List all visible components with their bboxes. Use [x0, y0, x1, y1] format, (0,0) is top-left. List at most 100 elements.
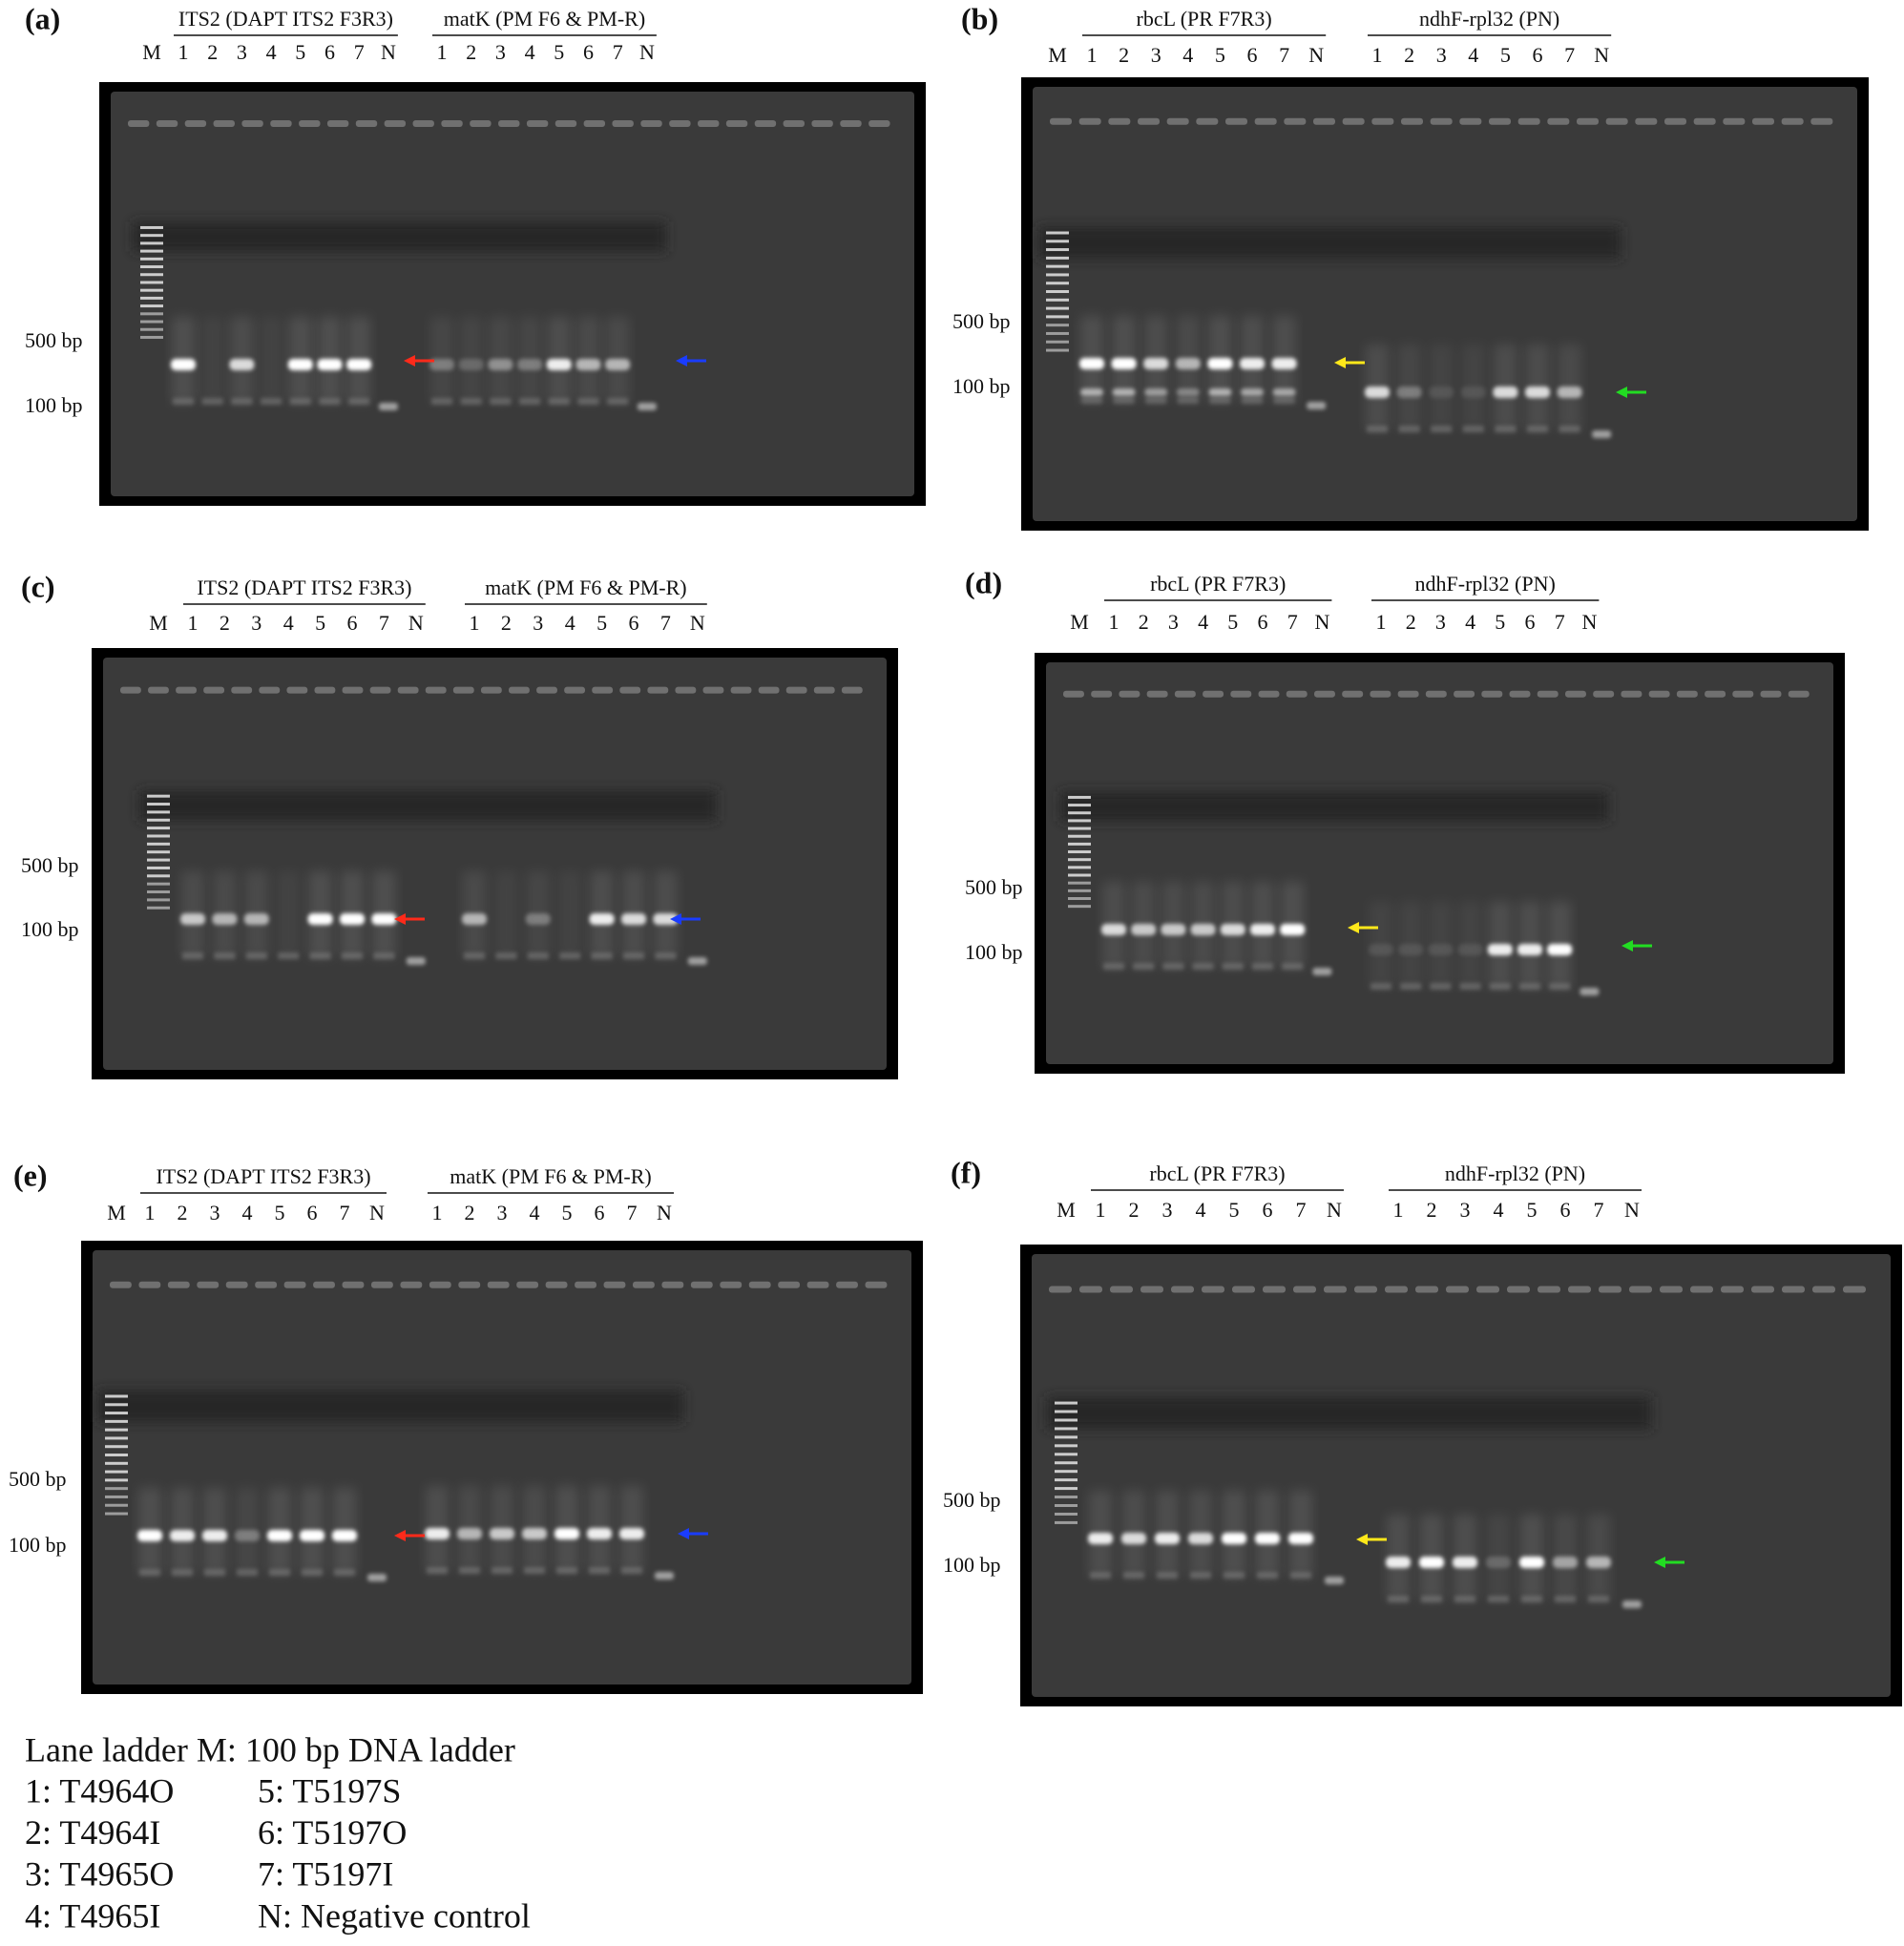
- lane-label: 6: [629, 611, 639, 635]
- arrow-head: [1654, 1557, 1665, 1568]
- primer-band: [1190, 1572, 1211, 1579]
- primer-band: [559, 952, 581, 959]
- primer-band: [527, 952, 549, 959]
- lane-label: N: [369, 1201, 385, 1224]
- ladder-band: [105, 1445, 128, 1449]
- size-marker: 100 bp: [952, 374, 1011, 398]
- lane-label: 5: [295, 40, 305, 64]
- well: [1354, 1286, 1377, 1293]
- well: [1568, 1286, 1591, 1293]
- well: [1752, 117, 1774, 125]
- ladder-band: [1055, 1478, 1078, 1482]
- lane-label: N: [1581, 610, 1597, 634]
- band: [1111, 358, 1137, 369]
- lane-label: 7: [627, 1201, 638, 1224]
- well: [371, 1281, 393, 1288]
- band: [1271, 358, 1297, 369]
- lane-label: 1: [178, 40, 189, 64]
- primer-band: [309, 952, 331, 959]
- well: [255, 1281, 278, 1288]
- legend-item: 6: T5197O: [258, 1813, 407, 1852]
- well: [813, 686, 835, 694]
- gel-body: [1033, 87, 1857, 521]
- lane-label: 3: [495, 40, 506, 64]
- well: [841, 686, 863, 694]
- lane-label: 2: [1427, 1198, 1437, 1222]
- lane-label: 7: [354, 40, 365, 64]
- band: [1222, 1533, 1246, 1544]
- well: [231, 686, 253, 694]
- ladder-band: [1046, 306, 1069, 310]
- well: [783, 119, 805, 127]
- primer-band: [269, 1569, 290, 1576]
- arrow-head: [394, 913, 406, 925]
- band: [619, 1528, 644, 1539]
- ladder-label: M: [1070, 610, 1089, 634]
- band: [653, 913, 679, 925]
- ladder-band: [140, 288, 163, 292]
- band: [1396, 387, 1422, 398]
- lane-label: 4: [1465, 610, 1475, 634]
- group-title: rbcL (PR F7R3): [1150, 572, 1286, 596]
- ladder-band: [1068, 811, 1091, 815]
- primer-band: [1222, 963, 1244, 970]
- ladder-band: [105, 1503, 128, 1507]
- well: [326, 119, 349, 127]
- ladder-band: [105, 1412, 128, 1415]
- lane-label: N: [1314, 610, 1329, 634]
- well: [754, 119, 777, 127]
- primer-band: [621, 1567, 642, 1574]
- primer-band: [1462, 426, 1484, 432]
- lane-label: 2: [220, 611, 230, 635]
- lane-label: 7: [1555, 610, 1565, 634]
- band: [1255, 1533, 1280, 1544]
- ladder-band: [1068, 889, 1091, 892]
- band: [488, 359, 513, 370]
- primer-band: [548, 398, 570, 405]
- band: [267, 1530, 292, 1541]
- well: [1293, 1286, 1316, 1293]
- well: [1476, 1286, 1499, 1293]
- lane-label: 5: [275, 1201, 285, 1224]
- band: [1586, 1557, 1611, 1568]
- panel-label: (f): [951, 1155, 981, 1189]
- lane-label: 2: [1119, 43, 1129, 67]
- ladder-band: [147, 803, 170, 806]
- lane-label: N: [639, 40, 655, 64]
- well: [167, 1281, 190, 1288]
- lane-label: 1: [470, 611, 480, 635]
- well: [498, 119, 520, 127]
- well: [369, 686, 391, 694]
- well: [516, 1281, 539, 1288]
- ladder-band: [147, 818, 170, 822]
- ladder-band: [1046, 331, 1069, 335]
- primer-band: [1489, 983, 1511, 990]
- well: [575, 1281, 596, 1288]
- lane-label: 4: [1196, 1198, 1206, 1222]
- band: [1280, 924, 1306, 935]
- lane-label: 5: [315, 611, 325, 635]
- group-title: ITS2 (DAPT ITS2 F3R3): [197, 575, 411, 599]
- ladder-band: [140, 225, 163, 229]
- panel-label: (a): [25, 1, 60, 35]
- well: [270, 119, 292, 127]
- band: [1190, 924, 1216, 935]
- ladder-band: [147, 834, 170, 838]
- well: [148, 686, 169, 694]
- primer-band: [1273, 397, 1295, 404]
- band: [371, 913, 397, 925]
- well: [1812, 1286, 1835, 1293]
- lane-label: 6: [324, 40, 335, 64]
- ladder-band: [140, 265, 163, 269]
- well: [1050, 117, 1072, 125]
- well: [120, 686, 141, 694]
- band: [1288, 1533, 1313, 1544]
- ladder-band: [1068, 897, 1091, 901]
- arrow-head: [1622, 940, 1633, 952]
- ladder-band: [140, 304, 163, 308]
- well: [509, 686, 530, 694]
- well: [1324, 1286, 1347, 1293]
